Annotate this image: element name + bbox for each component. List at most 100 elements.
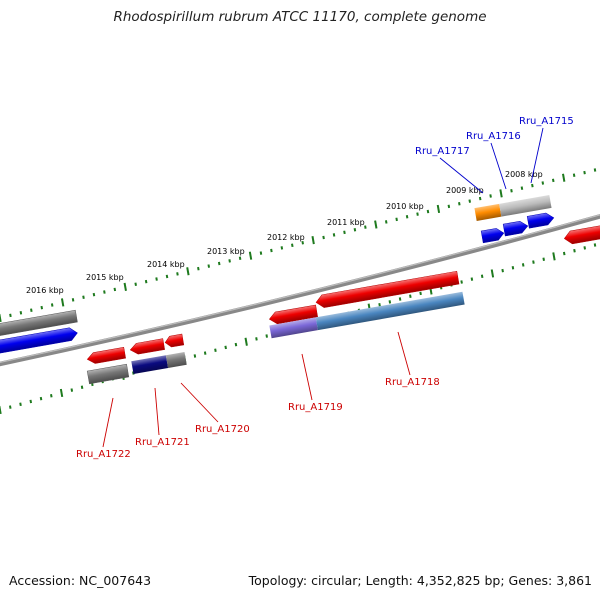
minor-tick — [520, 186, 524, 190]
ruler-label: 2015 kbp — [86, 273, 124, 282]
gene-arrow[interactable] — [0, 327, 79, 354]
minor-tick — [542, 257, 545, 261]
minor-tick — [50, 394, 53, 398]
minor-tick — [426, 209, 430, 214]
gene-arrow[interactable] — [315, 270, 460, 309]
minor-tick — [82, 295, 85, 299]
major-tick — [436, 204, 441, 214]
minor-tick — [234, 342, 238, 347]
minor-tick — [384, 220, 388, 224]
minor-tick — [134, 282, 137, 286]
gene-label[interactable]: Rru_A1719 — [288, 402, 343, 413]
gene-label[interactable]: Rru_A1715 — [519, 116, 574, 127]
gene-arrow[interactable] — [268, 304, 318, 325]
label-leader-line — [154, 387, 160, 436]
minor-tick — [593, 243, 597, 247]
map-title: Rhodospirillum rubrum ATCC 11170, comple… — [113, 9, 487, 25]
gene-label[interactable]: Rru_A1717 — [415, 146, 470, 157]
minor-tick — [562, 251, 566, 256]
ruler-label: 2011 kbp — [327, 218, 365, 227]
minor-tick — [409, 294, 412, 298]
gene-arrow[interactable] — [480, 227, 505, 244]
minor-tick — [255, 337, 258, 341]
gene-arrow[interactable] — [563, 224, 600, 245]
gene-arrow[interactable] — [86, 347, 126, 364]
gene-arrow[interactable] — [129, 338, 165, 356]
minor-tick — [165, 274, 169, 279]
gene-bar[interactable] — [0, 309, 78, 337]
minor-tick — [270, 248, 273, 253]
minor-tick — [458, 202, 461, 206]
major-tick — [59, 388, 64, 398]
minor-tick — [203, 351, 207, 355]
label-leader-line — [397, 331, 411, 376]
major-tick — [186, 267, 190, 276]
minor-tick — [50, 303, 54, 307]
minor-tick — [80, 385, 84, 389]
gene-label[interactable]: Rru_A1721 — [135, 437, 190, 448]
minor-tick — [207, 264, 211, 268]
minor-tick — [501, 268, 504, 273]
major-tick — [552, 252, 556, 261]
minor-tick — [510, 189, 513, 193]
ruler-label: 2010 kbp — [386, 202, 424, 211]
label-leader-line — [180, 382, 219, 423]
major-tick — [248, 251, 253, 260]
minor-tick — [103, 290, 106, 294]
major-tick — [490, 269, 495, 278]
gene-bar[interactable] — [86, 363, 130, 385]
gene-label[interactable]: Rru_A1716 — [466, 131, 521, 142]
minor-tick — [480, 274, 484, 279]
minor-tick — [265, 334, 268, 338]
ruler-label: 2008 kbp — [505, 170, 543, 179]
minor-tick — [280, 246, 284, 250]
gene-arrow[interactable] — [502, 220, 529, 237]
minor-tick — [531, 183, 534, 188]
minor-tick — [29, 399, 33, 404]
minor-tick — [551, 178, 555, 183]
label-leader-line — [301, 353, 313, 401]
gene-arrow[interactable] — [164, 333, 185, 348]
minor-tick — [30, 308, 33, 312]
gene-label[interactable]: Rru_A1718 — [385, 377, 440, 388]
minor-tick — [39, 396, 43, 401]
major-tick — [60, 298, 65, 307]
gene-bar[interactable] — [474, 195, 552, 221]
gene-arrow[interactable] — [526, 212, 555, 229]
gene-label[interactable]: Rru_A1722 — [76, 449, 131, 460]
minor-tick — [259, 251, 263, 255]
minor-tick — [322, 235, 325, 240]
accession-label: Accession: NC_007643 — [9, 573, 152, 588]
minor-tick — [224, 345, 227, 350]
major-tick — [123, 282, 127, 291]
minor-tick — [395, 217, 398, 222]
minor-tick — [405, 214, 409, 219]
minor-tick — [291, 243, 294, 248]
genome-backbone — [0, 214, 600, 367]
minor-tick — [176, 272, 179, 276]
upper-tick-track — [0, 168, 597, 323]
minor-tick — [511, 266, 515, 270]
label-leader-line — [439, 157, 484, 194]
gene-bar[interactable] — [131, 351, 187, 375]
gene-label[interactable]: Rru_A1720 — [195, 424, 250, 435]
minor-tick — [70, 388, 74, 392]
minor-tick — [583, 246, 587, 250]
gene-bar[interactable] — [269, 291, 465, 339]
minor-tick — [416, 212, 419, 216]
minor-tick — [238, 256, 242, 261]
genome-summary: Topology: circular; Length: 4,352,825 bp… — [248, 573, 592, 588]
major-tick — [0, 405, 2, 415]
minor-tick — [532, 260, 535, 264]
minor-tick — [193, 354, 197, 358]
minor-tick — [144, 279, 148, 284]
label-leader-line — [530, 127, 544, 184]
minor-tick — [217, 261, 221, 266]
minor-tick — [573, 248, 576, 253]
minor-tick — [214, 348, 217, 353]
major-tick — [0, 313, 2, 323]
minor-tick — [301, 240, 304, 245]
major-tick — [562, 173, 566, 182]
major-tick — [499, 189, 503, 198]
